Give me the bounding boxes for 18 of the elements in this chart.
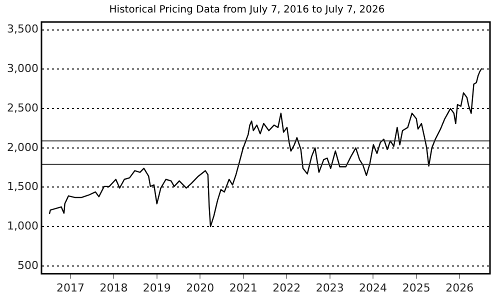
x-tick-label: 2022	[272, 281, 301, 294]
x-tick-label: 2018	[100, 281, 128, 294]
x-tick-label: 2021	[229, 281, 258, 294]
y-tick-label: 1,500	[6, 180, 38, 194]
x-tick-label: 2019	[142, 281, 171, 294]
x-tick-label: 2026	[446, 281, 474, 294]
y-tick-label: 2,500	[6, 101, 38, 114]
x-tick-label: 2017	[56, 281, 84, 294]
y-tick-label: 500	[17, 258, 38, 272]
x-tick-label: 2023	[316, 281, 344, 294]
x-tick-label: 2024	[359, 281, 388, 294]
x-tick-label: 2020	[186, 281, 214, 294]
y-tick-label: 3,000	[6, 62, 38, 76]
y-tick-label: 2,000	[6, 140, 38, 154]
y-tick-label: 1,000	[6, 219, 38, 232]
chart-title: Historical Pricing Data from July 7, 2016 to July 7, 2026	[109, 4, 385, 16]
y-tick-label: 3,500	[6, 22, 38, 36]
x-tick-label: 2025	[402, 281, 430, 294]
